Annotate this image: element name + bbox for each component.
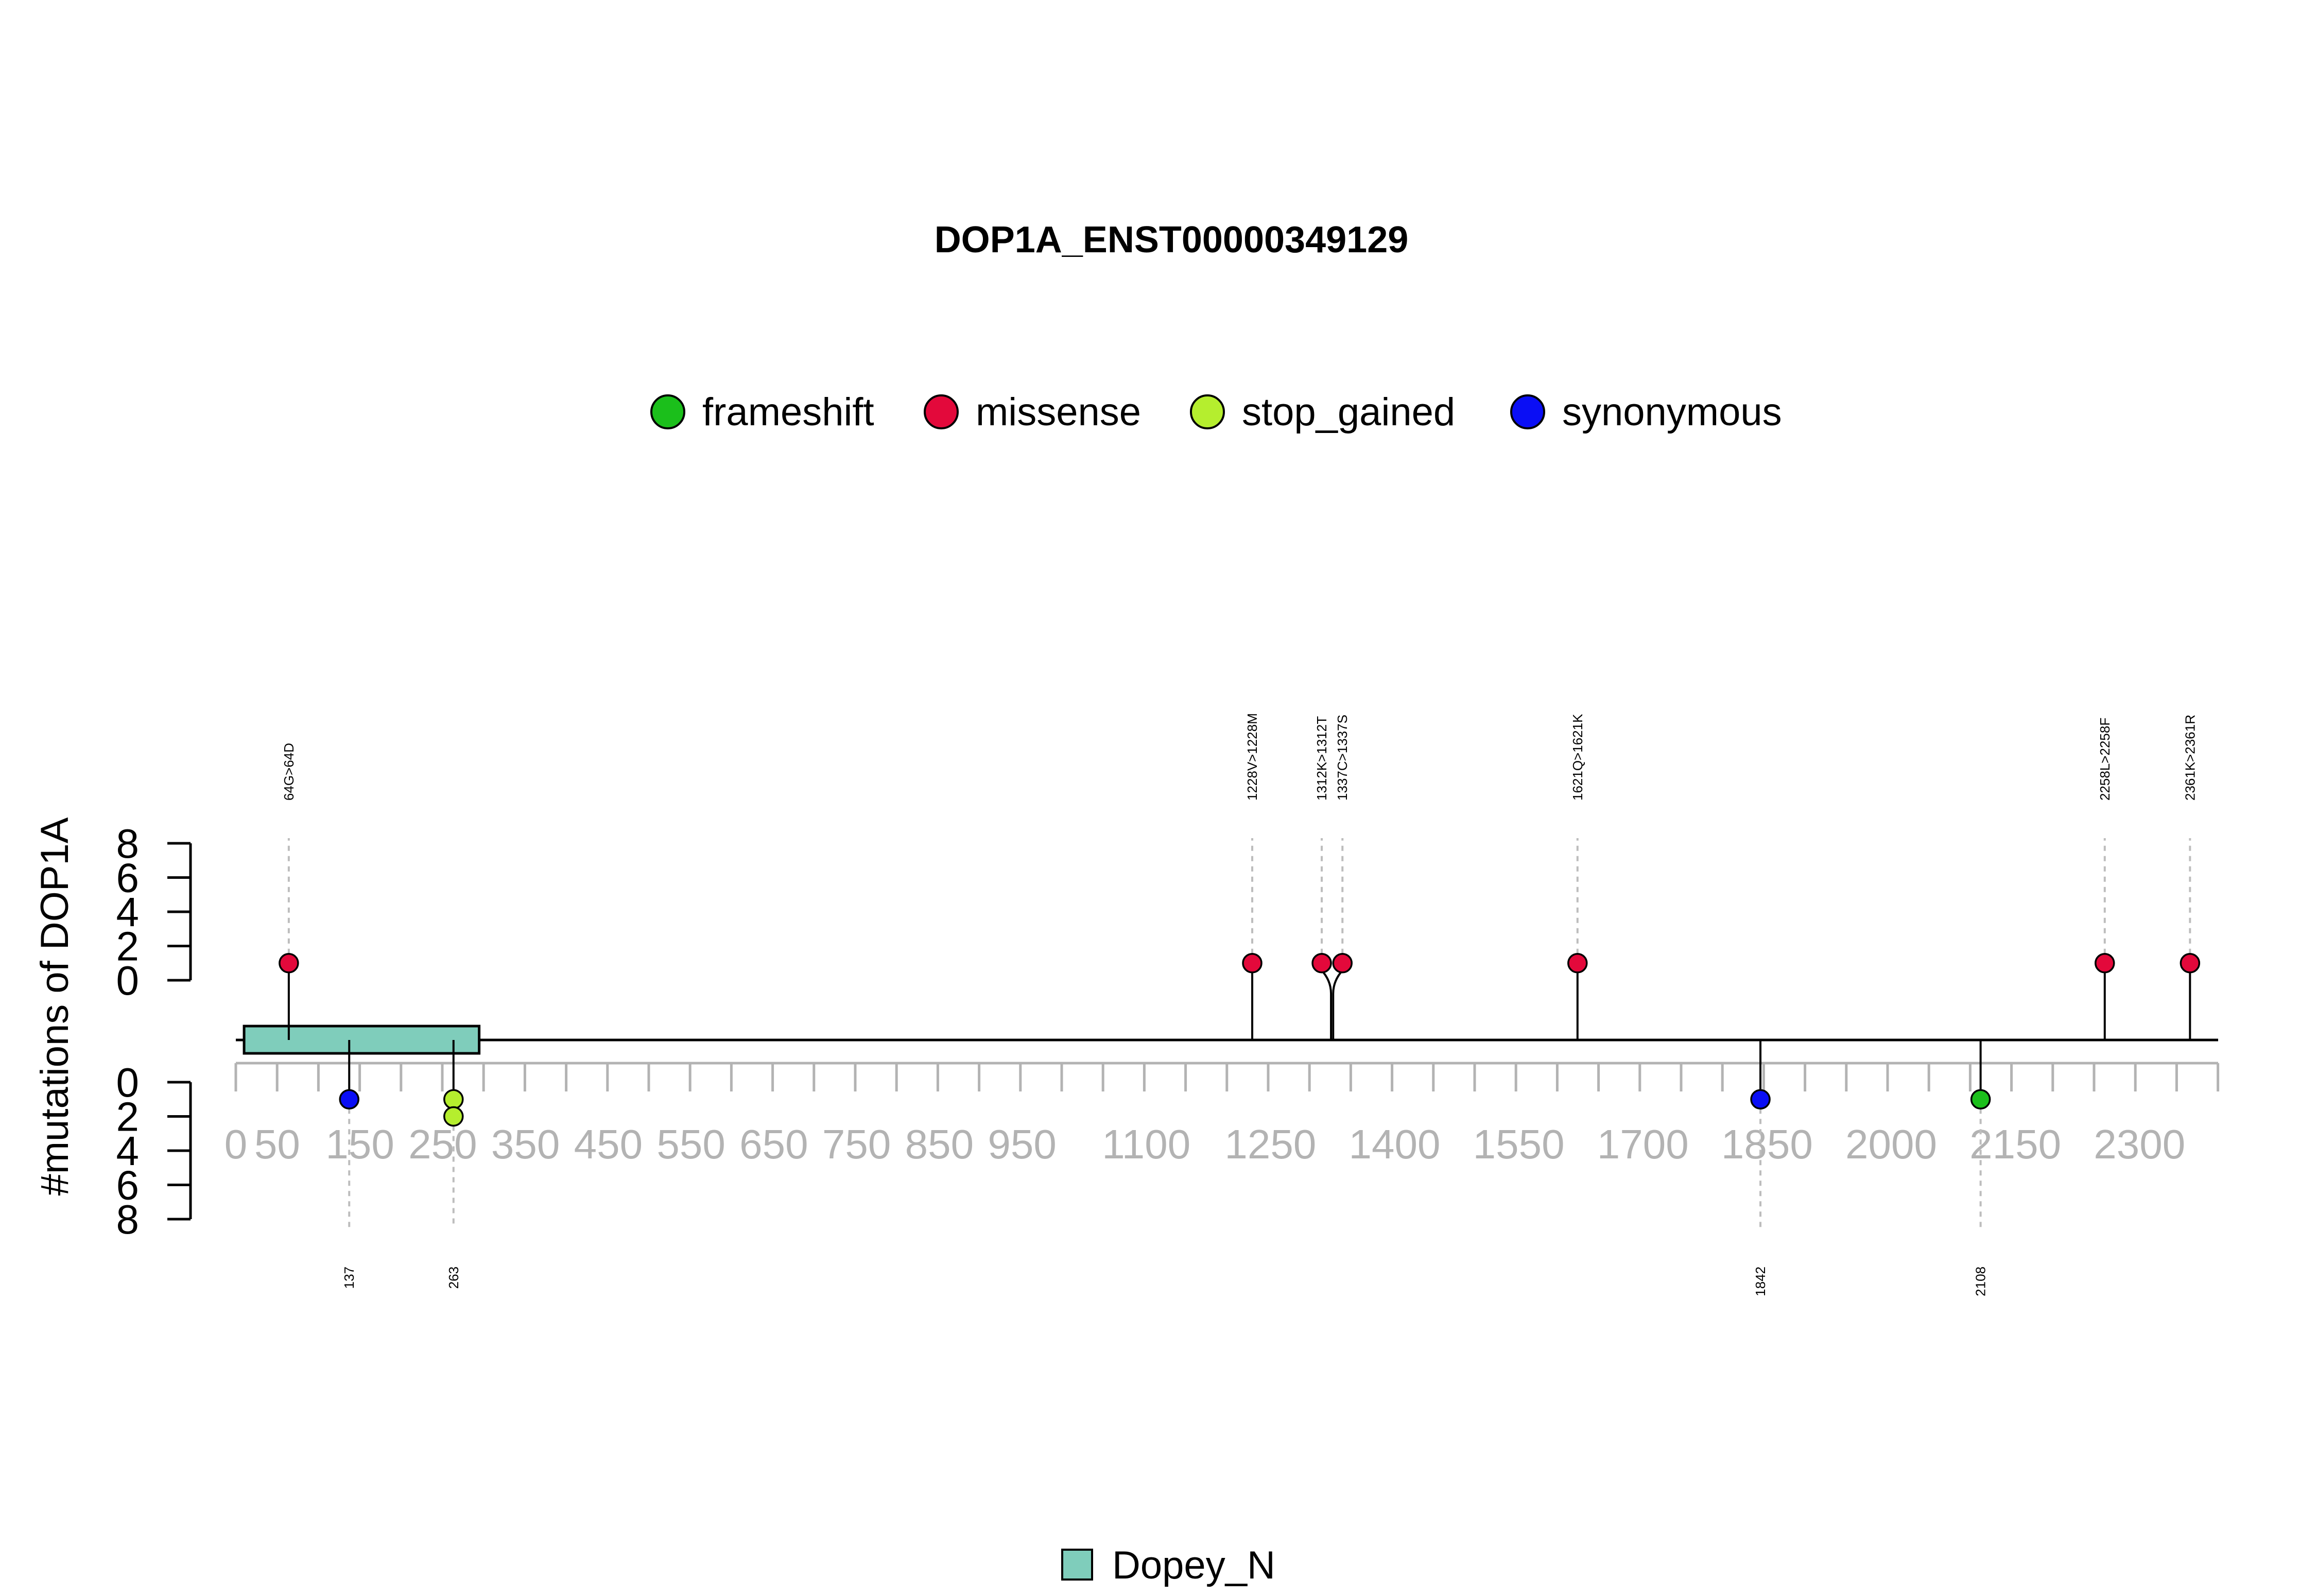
chart-title: DOP1A_ENST00000349129 — [935, 219, 1409, 261]
mutation-stem — [1332, 963, 1344, 1040]
x-tick-label: 1100 — [1102, 1121, 1190, 1167]
y-tick-bottom-label: 8 — [116, 1196, 140, 1242]
legend-frameshift-label: frameshift — [702, 390, 874, 434]
x-tick-label: 650 — [739, 1121, 808, 1167]
domain-legend-label: Dopey_N — [1112, 1543, 1275, 1587]
x-tick-label: 850 — [905, 1121, 974, 1167]
x-tick-label: 950 — [988, 1121, 1056, 1167]
legend-stop_gained-swatch — [1190, 394, 1225, 429]
x-tick-label: 250 — [408, 1121, 477, 1167]
x-tick-label: 1700 — [1597, 1121, 1689, 1167]
mutation-label: 1621Q>1621K — [1570, 714, 1585, 801]
mutation-frameshift-point — [1970, 1089, 1991, 1109]
x-tick-label: 2150 — [1969, 1121, 2061, 1167]
mutation-missense-point — [279, 953, 299, 974]
legend-synonymous-swatch — [1510, 394, 1545, 429]
mutation-label: 2108 — [1973, 1267, 1989, 1296]
y-tick-bottom-label: 6 — [116, 1163, 140, 1208]
x-tick-label: 1850 — [1721, 1121, 1813, 1167]
x-tick-label: 350 — [491, 1121, 560, 1167]
mutation-synonymous-point — [339, 1089, 359, 1109]
y-tick-top-label: 2 — [116, 924, 140, 969]
mutation-missense-point — [2180, 953, 2201, 974]
legend-missense-swatch — [924, 394, 959, 429]
mutation-stop_gained-point — [443, 1089, 464, 1109]
legend-synonymous-label: synonymous — [1562, 390, 1782, 434]
legend-missense-label: missense — [976, 390, 1141, 434]
domain-legend-swatch — [1061, 1549, 1093, 1581]
mutation-stem — [1321, 963, 1333, 1040]
legend-frameshift-swatch — [650, 394, 685, 429]
x-tick-label: 150 — [325, 1121, 394, 1167]
mutation-missense-point — [1311, 953, 1332, 974]
mutation-label: 1337C>1337S — [1335, 715, 1350, 801]
x-tick-label: 2300 — [2094, 1121, 2185, 1167]
y-tick-top-label: 0 — [116, 958, 140, 1003]
y-axis-label: #mutations of DOP1A — [33, 817, 77, 1195]
y-tick-bottom-label: 4 — [116, 1128, 140, 1174]
domain-dopey_n-rect — [243, 1025, 481, 1055]
x-tick-label: 1250 — [1224, 1121, 1316, 1167]
legend: frameshift missense stop_gained synonymous — [650, 390, 1782, 434]
mutation-label: 263 — [446, 1267, 461, 1289]
x-tick-label: 750 — [822, 1121, 891, 1167]
mutation-missense-point — [1332, 953, 1353, 974]
x-tick-label: 0 — [224, 1121, 248, 1167]
mutation-label: 64G>64D — [281, 743, 297, 801]
mutation-missense-point — [2095, 953, 2115, 974]
x-tick-label: 50 — [254, 1121, 300, 1167]
mutation-stop_gained-point — [443, 1106, 464, 1127]
mutation-synonymous-point — [1750, 1089, 1771, 1109]
x-tick-label: 1400 — [1349, 1121, 1441, 1167]
x-tick-label: 2000 — [1845, 1121, 1937, 1167]
domain-legend: Dopey_N — [1061, 1543, 1275, 1587]
y-tick-top-label: 8 — [116, 821, 140, 866]
x-tick-label: 1550 — [1473, 1121, 1565, 1167]
mutation-label: 1842 — [1753, 1267, 1768, 1296]
x-tick-label: 450 — [574, 1121, 643, 1167]
mutation-label: 1228V>1228M — [1244, 713, 1260, 801]
mutation-label: 137 — [341, 1267, 357, 1289]
legend-stop_gained-label: stop_gained — [1242, 390, 1455, 434]
mutation-missense-point — [1567, 953, 1588, 974]
y-tick-bottom-label: 0 — [116, 1060, 140, 1105]
mutation-missense-point — [1242, 953, 1263, 974]
mutation-label: 2361K>2361R — [2182, 715, 2198, 801]
y-tick-bottom-label: 2 — [116, 1094, 140, 1140]
y-tick-top-label: 6 — [116, 855, 140, 901]
mutation-label: 1312K>1312T — [1314, 716, 1329, 801]
mutation-label: 2258L>2258F — [2097, 718, 2113, 801]
y-tick-top-label: 4 — [116, 889, 140, 935]
x-tick-label: 550 — [656, 1121, 725, 1167]
